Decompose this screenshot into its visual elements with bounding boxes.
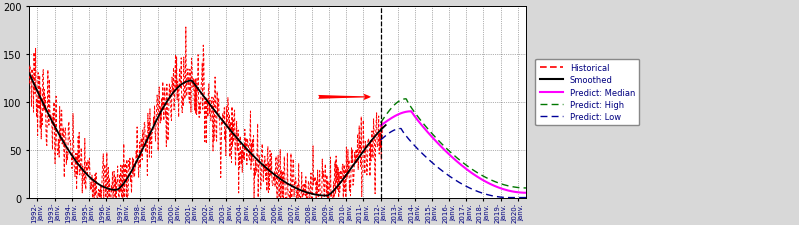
Legend: Historical, Smoothed, Predict: Median, Predict: High, Predict: Low: Historical, Smoothed, Predict: Median, P…: [535, 59, 639, 126]
